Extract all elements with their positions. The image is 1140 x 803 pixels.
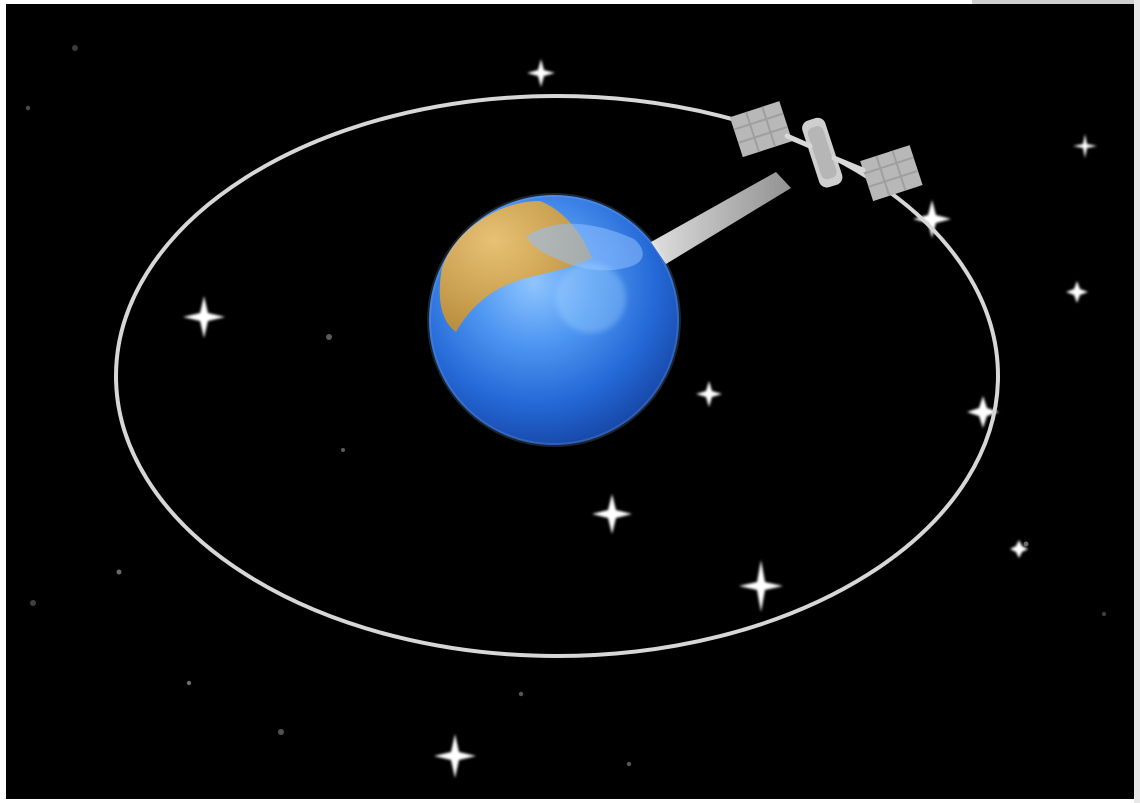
star-icon — [434, 734, 476, 778]
starfield — [25, 45, 1107, 778]
right-border — [1134, 0, 1140, 803]
star-icon — [1010, 540, 1028, 558]
star-icon — [527, 59, 555, 87]
star-icon — [72, 45, 78, 51]
satellite-icon — [651, 101, 923, 264]
earth-icon — [427, 193, 681, 447]
star-icon — [696, 381, 722, 407]
star-icon — [1101, 611, 1107, 617]
star-icon — [967, 396, 999, 428]
star-icon — [341, 448, 345, 452]
star-icon — [1023, 541, 1029, 547]
star-icon — [518, 691, 524, 697]
space-illustration — [25, 45, 1107, 778]
top-right-border — [972, 0, 1140, 4]
star-icon — [913, 200, 951, 238]
star-icon — [25, 105, 31, 111]
star-icon — [278, 729, 284, 735]
star-icon — [592, 494, 632, 534]
star-icon — [739, 560, 783, 612]
star-icon — [116, 569, 122, 575]
star-icon — [1066, 281, 1088, 303]
star-icon — [183, 296, 225, 338]
star-icon — [186, 680, 192, 686]
star-icon — [326, 334, 332, 340]
orbit-path — [114, 94, 1000, 658]
space-scene — [6, 4, 1134, 799]
star-icon — [1073, 134, 1097, 158]
star-icon — [30, 600, 36, 606]
star-icon — [626, 761, 632, 767]
